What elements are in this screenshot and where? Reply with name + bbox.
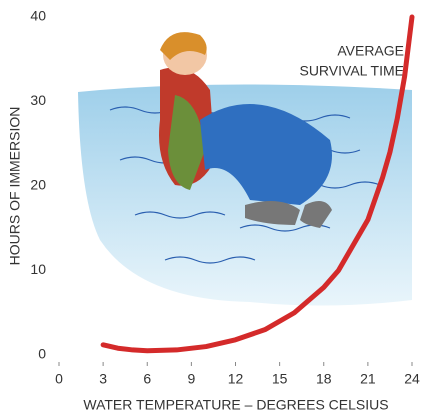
x-tick-label: 9 [187, 371, 195, 387]
y-tick-label: 40 [30, 8, 46, 24]
x-axis-label: WATER TEMPERATURE – DEGREES CELSIUS [83, 397, 388, 413]
y-tick-label: 0 [38, 346, 46, 362]
y-tick-label: 20 [30, 177, 46, 193]
annotation: AVERAGE [337, 43, 404, 59]
chart: HOURS OF IMMERSION WATER TEMPERATURE – D… [0, 0, 428, 417]
x-tick-label: 12 [228, 371, 244, 387]
x-tick-label: 0 [55, 371, 63, 387]
x-tick-label: 18 [316, 371, 332, 387]
annotation: SURVIVAL TIME [299, 63, 404, 79]
x-tick-label: 21 [360, 371, 376, 387]
y-tick-label: 10 [30, 261, 46, 277]
y-tick-label: 30 [30, 92, 46, 108]
x-tick-label: 6 [143, 371, 151, 387]
x-tick-label: 3 [99, 371, 107, 387]
y-axis-label: HOURS OF IMMERSION [7, 107, 23, 266]
page: HOURS OF IMMERSION WATER TEMPERATURE – D… [0, 0, 428, 417]
x-tick-label: 15 [272, 371, 288, 387]
x-tick-label: 24 [404, 371, 420, 387]
